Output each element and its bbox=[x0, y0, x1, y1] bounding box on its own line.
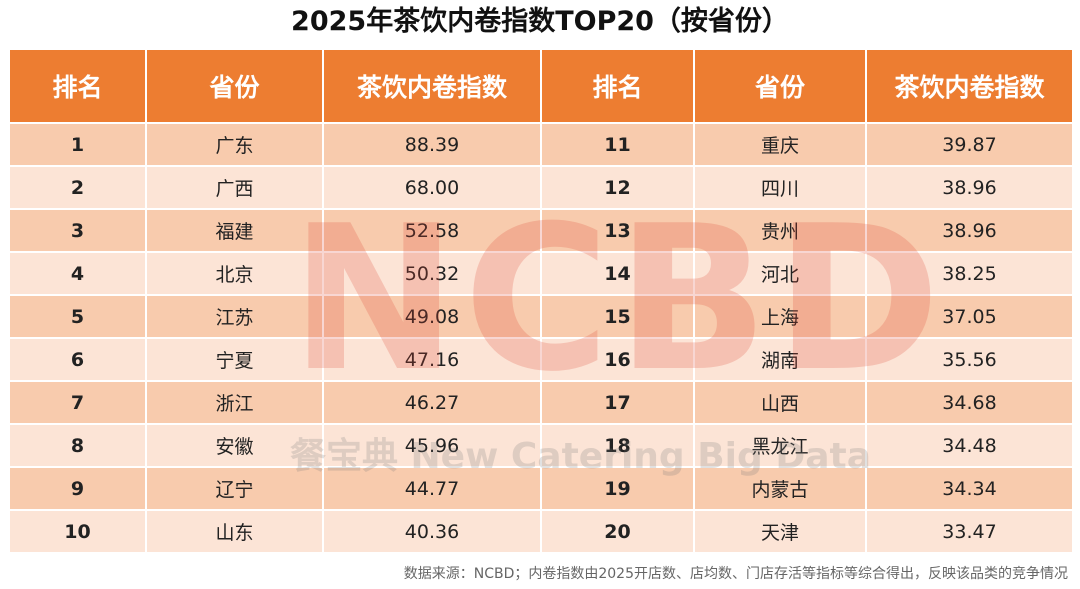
table-cell: 14 bbox=[540, 251, 695, 296]
table-row: 2 广西 68.00 12 四川 38.96 bbox=[8, 165, 1074, 210]
table-cell: 15 bbox=[540, 294, 695, 339]
table-cell: 52.58 bbox=[322, 208, 542, 253]
table-cell: 4 bbox=[8, 251, 147, 296]
table-cell: 44.77 bbox=[322, 466, 542, 511]
table-cell: 黑龙江 bbox=[693, 423, 867, 468]
table-body: 1 广东 88.39 11 重庆 39.87 2 广西 68.00 12 四川 38.96 3 福建 52.… bbox=[8, 122, 1074, 554]
header-cell: 排名 bbox=[8, 48, 147, 124]
table-cell: 37.05 bbox=[865, 294, 1074, 339]
table-cell: 34.34 bbox=[865, 466, 1074, 511]
table-cell: 13 bbox=[540, 208, 695, 253]
table-cell: 33.47 bbox=[865, 509, 1074, 554]
table-cell: 11 bbox=[540, 122, 695, 167]
table-cell: 35.56 bbox=[865, 337, 1074, 382]
table-cell: 88.39 bbox=[322, 122, 542, 167]
table-cell: 68.00 bbox=[322, 165, 542, 210]
table-row: 10 山东 40.36 20 天津 33.47 bbox=[8, 509, 1074, 554]
table-cell: 5 bbox=[8, 294, 147, 339]
table-cell: 45.96 bbox=[322, 423, 542, 468]
table-cell: 7 bbox=[8, 380, 147, 425]
header-row: 排名 省份 茶饮内卷指数 排名 省份 茶饮内卷指数 bbox=[8, 48, 1074, 124]
table-cell: 16 bbox=[540, 337, 695, 382]
table-cell: 广西 bbox=[145, 165, 324, 210]
table-cell: 38.96 bbox=[865, 208, 1074, 253]
table-cell: 江苏 bbox=[145, 294, 324, 339]
table-cell: 40.36 bbox=[322, 509, 542, 554]
table-cell: 50.32 bbox=[322, 251, 542, 296]
table-cell: 9 bbox=[8, 466, 147, 511]
table-cell: 宁夏 bbox=[145, 337, 324, 382]
table-cell: 2 bbox=[8, 165, 147, 210]
header-cell: 省份 bbox=[693, 48, 867, 124]
header-cell: 省份 bbox=[145, 48, 324, 124]
table-cell: 3 bbox=[8, 208, 147, 253]
table-cell: 重庆 bbox=[693, 122, 867, 167]
table-cell: 1 bbox=[8, 122, 147, 167]
table-cell: 46.27 bbox=[322, 380, 542, 425]
table-row: 9 辽宁 44.77 19 内蒙古 34.34 bbox=[8, 466, 1074, 511]
table-row: 4 北京 50.32 14 河北 38.25 bbox=[8, 251, 1074, 296]
title: 2025年茶饮内卷指数TOP20（按省份） bbox=[291, 6, 789, 37]
table-cell: 6 bbox=[8, 337, 147, 382]
table-cell: 47.16 bbox=[322, 337, 542, 382]
table-cell: 49.08 bbox=[322, 294, 542, 339]
table-cell: 38.25 bbox=[865, 251, 1074, 296]
table-cell: 广东 bbox=[145, 122, 324, 167]
table-cell: 20 bbox=[540, 509, 695, 554]
table-row: 3 福建 52.58 13 贵州 38.96 bbox=[8, 208, 1074, 253]
table-row: 7 浙江 46.27 17 山西 34.68 bbox=[8, 380, 1074, 425]
table-cell: 17 bbox=[540, 380, 695, 425]
table-row: 5 江苏 49.08 15 上海 37.05 bbox=[8, 294, 1074, 339]
table-cell: 山东 bbox=[145, 509, 324, 554]
table-cell: 湖南 bbox=[693, 337, 867, 382]
header-cell: 茶饮内卷指数 bbox=[865, 48, 1074, 124]
table-cell: 39.87 bbox=[865, 122, 1074, 167]
table-cell: 福建 bbox=[145, 208, 324, 253]
table-row: 1 广东 88.39 11 重庆 39.87 bbox=[8, 122, 1074, 167]
table-cell: 浙江 bbox=[145, 380, 324, 425]
table-row: 6 宁夏 47.16 16 湖南 35.56 bbox=[8, 337, 1074, 382]
table-cell: 内蒙古 bbox=[693, 466, 867, 511]
footnote: 数据来源：NCBD；内卷指数由2025开店数、店均数、门店存活等指标等综合得出，… bbox=[403, 566, 1068, 582]
table-cell: 安徽 bbox=[145, 423, 324, 468]
table-cell: 8 bbox=[8, 423, 147, 468]
table-cell: 贵州 bbox=[693, 208, 867, 253]
table-cell: 34.68 bbox=[865, 380, 1074, 425]
ranking-table: 排名 省份 茶饮内卷指数 排名 省份 茶饮内卷指数 1 广东 88.39 11 重庆 39.87 2 广… bbox=[8, 48, 1074, 554]
table-cell: 天津 bbox=[693, 509, 867, 554]
table-cell: 上海 bbox=[693, 294, 867, 339]
table-cell: 38.96 bbox=[865, 165, 1074, 210]
table-cell: 18 bbox=[540, 423, 695, 468]
table-cell: 山西 bbox=[693, 380, 867, 425]
header-cell: 茶饮内卷指数 bbox=[322, 48, 542, 124]
table-cell: 北京 bbox=[145, 251, 324, 296]
table-cell: 19 bbox=[540, 466, 695, 511]
header-cell: 排名 bbox=[540, 48, 695, 124]
table-cell: 河北 bbox=[693, 251, 867, 296]
table-cell: 12 bbox=[540, 165, 695, 210]
table-cell: 辽宁 bbox=[145, 466, 324, 511]
table-cell: 34.48 bbox=[865, 423, 1074, 468]
table-row: 8 安徽 45.96 18 黑龙江 34.48 bbox=[8, 423, 1074, 468]
table-cell: 四川 bbox=[693, 165, 867, 210]
table-cell: 10 bbox=[8, 509, 147, 554]
